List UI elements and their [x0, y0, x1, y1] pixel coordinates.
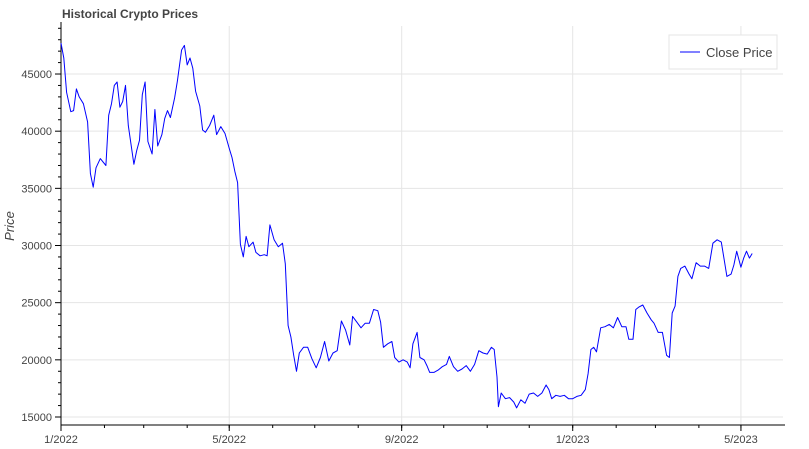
y-tick-label: 20000 [21, 355, 52, 367]
y-axis-ticks: 15000 20000 25000 30000 35000 40000 45000 [21, 27, 61, 424]
chart-title: Historical Crypto Prices [62, 7, 198, 21]
series-line-close-price [60, 43, 753, 409]
axes [60, 22, 785, 426]
x-tick-label: 1/2023 [556, 434, 590, 446]
x-axis-ticks: 1/2022 5/2022 9/2022 1/2023 5/2023 [44, 425, 758, 446]
x-tick-label: 9/2022 [385, 434, 419, 446]
y-tick-label: 30000 [21, 241, 52, 253]
x-tick-label: 5/2022 [212, 434, 246, 446]
y-tick-label: 40000 [21, 126, 52, 138]
y-tick-label: 25000 [21, 298, 52, 310]
x-tick-label: 1/2022 [44, 434, 78, 446]
y-tick-label: 45000 [21, 69, 52, 81]
x-tick-label: 5/2023 [724, 434, 758, 446]
y-tick-label: 15000 [21, 412, 52, 424]
y-axis-label: Price [2, 211, 17, 241]
y-tick-label: 35000 [21, 183, 52, 195]
legend[interactable]: Close Price [668, 34, 778, 70]
legend-entry-label: Close Price [706, 45, 772, 60]
series-group [60, 43, 753, 409]
